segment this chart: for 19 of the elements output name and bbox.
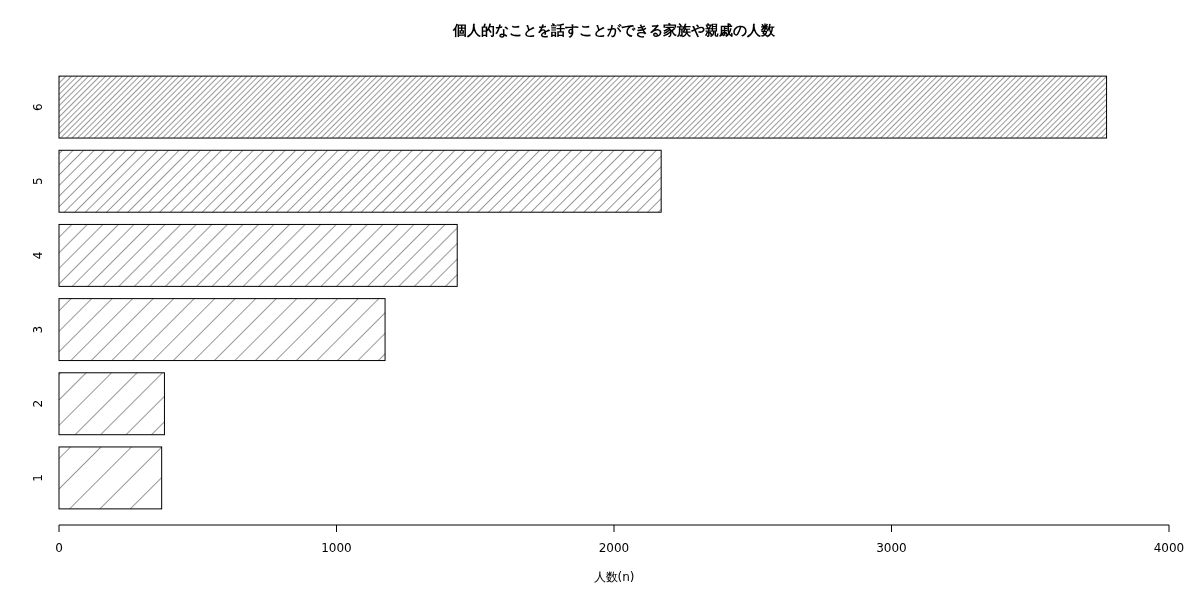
y-tick-label: 3: [31, 325, 45, 334]
chart-title: 個人的なことを話すことができる家族や親戚の人数: [452, 22, 776, 38]
x-tick-label: 4000: [1153, 541, 1185, 555]
x-tick-label: 3000: [876, 541, 907, 555]
x-tick-label: 2000: [598, 541, 630, 555]
y-tick-label: 4: [31, 251, 45, 260]
bar: [58, 75, 1108, 139]
bar: [58, 298, 386, 362]
bar: [58, 223, 458, 287]
bar: [58, 149, 662, 213]
bar: [58, 372, 165, 436]
y-tick-label: 5: [31, 177, 45, 186]
x-tick-label: 1000: [321, 541, 352, 555]
y-tick-label: 2: [31, 399, 45, 408]
y-tick-label: 1: [31, 474, 45, 482]
x-tick-label: 0: [55, 541, 63, 555]
bar: [58, 446, 163, 510]
x-axis-title: 人数(n): [593, 570, 635, 584]
y-tick-label: 6: [31, 103, 45, 111]
